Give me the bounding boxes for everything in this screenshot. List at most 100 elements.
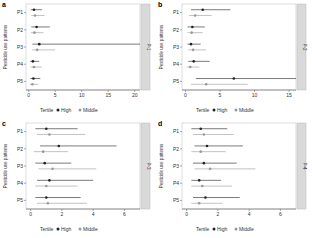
error-bar	[38, 168, 96, 169]
marks	[34, 127, 117, 204]
x-tick-label: 4	[92, 211, 95, 217]
point	[201, 185, 204, 188]
legend-marker	[79, 109, 82, 112]
x-tick-label: 5	[219, 92, 222, 98]
y-tick	[24, 183, 26, 184]
point	[33, 31, 36, 34]
point	[47, 202, 50, 205]
y-tick	[24, 64, 26, 65]
marks	[191, 127, 255, 204]
panel: aPesticide use patternsP-105101520P1P2P3…	[2, 1, 151, 113]
panel: bPesticide use patternsP-2051015P1P2P3P4…	[158, 1, 307, 113]
point	[45, 127, 48, 130]
y-tick-label: P5	[17, 197, 23, 203]
error-bar	[191, 180, 221, 181]
legend-marker	[79, 228, 82, 231]
x-tick-label: 10	[252, 92, 258, 98]
error-bar	[188, 26, 205, 27]
y-tick	[24, 12, 26, 13]
error-bar	[35, 197, 80, 198]
y-axis-label: Pesticide use patterns	[159, 24, 164, 69]
y-tick-label: P2	[17, 27, 23, 33]
point	[45, 185, 48, 188]
panel-title: c	[2, 120, 6, 127]
point	[33, 66, 36, 69]
legend-entry: Middle	[239, 107, 254, 113]
error-bar	[193, 134, 234, 135]
legend-marker	[57, 228, 60, 231]
point	[42, 150, 45, 153]
point	[51, 168, 54, 171]
y-tick-label: P4	[17, 61, 23, 67]
y-tick-label: P1	[17, 9, 23, 15]
legend-marker	[213, 228, 216, 231]
y-tick	[24, 166, 26, 167]
plot-frame	[182, 123, 296, 209]
legend-entry: Middle	[83, 226, 98, 232]
x-axis	[182, 90, 296, 91]
panel-title: a	[2, 1, 6, 8]
error-bar	[30, 84, 38, 85]
panel: cPesticide use patternsP-30246P1P2P3P4P5…	[2, 120, 151, 232]
marks	[30, 8, 140, 85]
point	[198, 202, 201, 205]
error-bar	[31, 67, 42, 68]
x-tick-label: 6	[279, 211, 282, 217]
y-tick-label: P4	[173, 180, 179, 186]
error-bar	[193, 163, 237, 164]
x-tick-label: 0	[185, 211, 188, 217]
y-tick	[180, 183, 182, 184]
y-tick	[180, 200, 182, 201]
error-bar	[31, 9, 42, 10]
legend-marker	[57, 109, 60, 112]
error-bar	[194, 168, 255, 169]
y-tick-label: P3	[173, 44, 179, 50]
panel-title: d	[158, 120, 162, 127]
y-tick	[180, 166, 182, 167]
error-bar	[30, 78, 40, 79]
error-bar	[37, 180, 93, 181]
legend-entry: High	[61, 226, 72, 232]
y-tick	[180, 12, 182, 13]
strip-label: P-3	[146, 162, 151, 170]
error-bar	[191, 128, 227, 129]
error-bar	[35, 163, 71, 164]
point	[190, 31, 193, 34]
point	[48, 179, 51, 182]
strip-label: P-4	[302, 162, 307, 170]
point	[198, 179, 201, 182]
y-tick-label: P3	[173, 163, 179, 169]
strip-label: P-1	[146, 43, 151, 51]
error-bar	[188, 49, 206, 50]
point	[201, 8, 204, 11]
y-axis-label: Pesticide use patterns	[159, 143, 164, 188]
error-bar	[194, 145, 242, 146]
error-bar	[32, 44, 140, 45]
legend-title: Tertile	[40, 226, 54, 232]
marks	[187, 8, 296, 85]
point	[35, 26, 38, 29]
x-tick-label: 2	[217, 211, 220, 217]
error-bar	[37, 134, 85, 135]
x-tick-label: 4	[248, 211, 251, 217]
point	[34, 14, 37, 17]
point	[233, 77, 236, 80]
error-bar	[37, 203, 87, 204]
error-bar	[32, 49, 55, 50]
plot-frame	[182, 4, 296, 90]
point	[48, 133, 51, 136]
point	[32, 77, 35, 80]
y-tick-label: P3	[17, 44, 23, 50]
error-bar	[40, 145, 117, 146]
point	[192, 49, 195, 52]
point	[38, 43, 41, 46]
y-tick	[24, 200, 26, 201]
y-tick-label: P1	[17, 128, 23, 134]
y-tick-label: P5	[173, 78, 179, 84]
error-bar	[188, 61, 209, 62]
error-bar	[188, 32, 203, 33]
y-tick-label: P1	[173, 9, 179, 15]
y-tick	[180, 64, 182, 65]
point	[36, 49, 39, 52]
legend-marker	[235, 109, 238, 112]
